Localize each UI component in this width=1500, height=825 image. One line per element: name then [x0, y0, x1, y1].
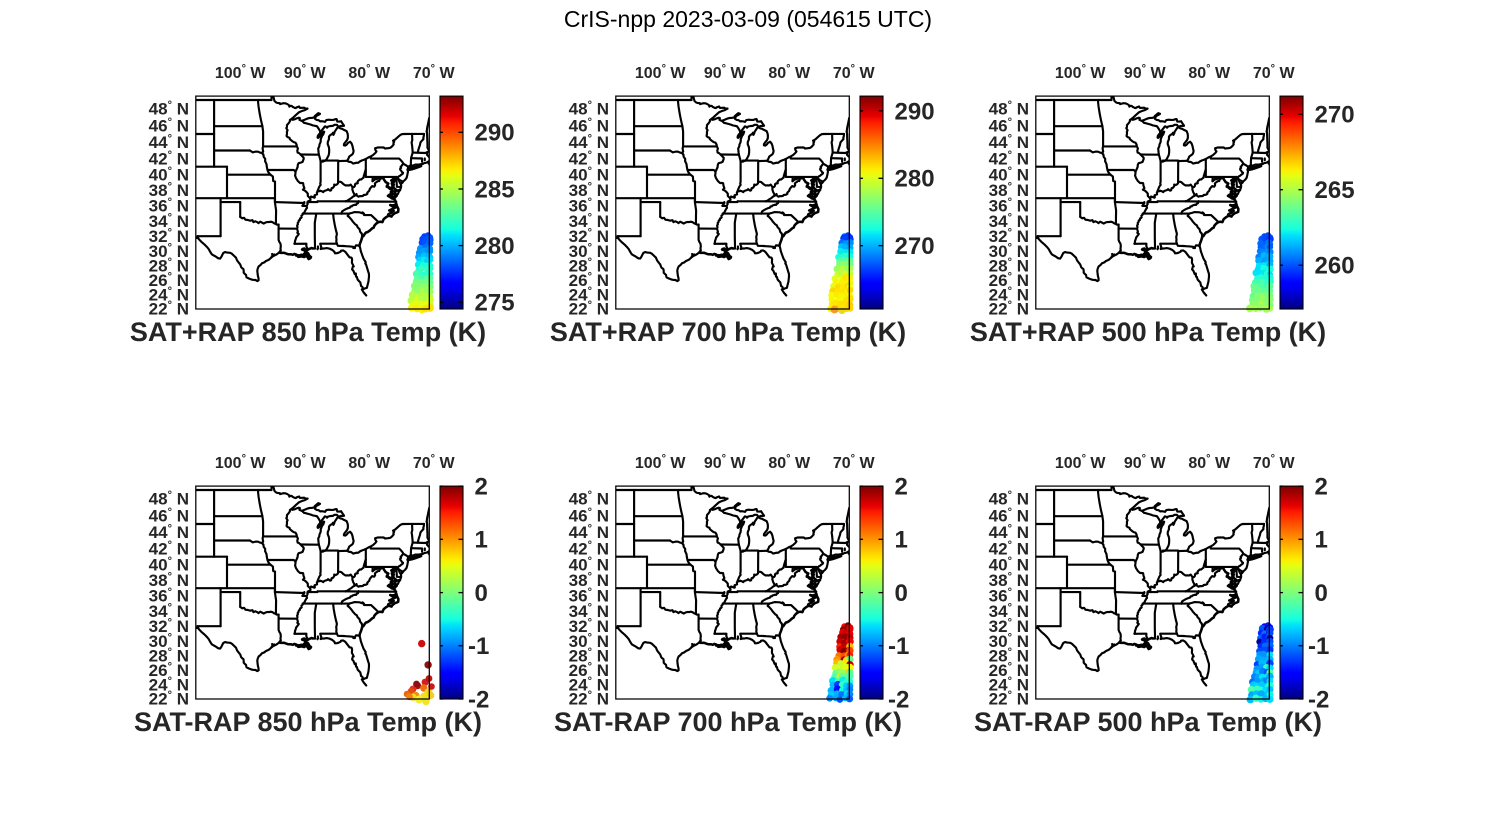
- svg-text:SAT-RAP 700 hPa Temp (K): SAT-RAP 700 hPa Temp (K): [554, 707, 902, 737]
- svg-text:2: 2: [895, 474, 908, 501]
- svg-text:-2: -2: [888, 686, 909, 713]
- svg-text:SAT-RAP 500 hPa Temp (K): SAT-RAP 500 hPa Temp (K): [974, 707, 1322, 737]
- svg-text:0: 0: [895, 580, 908, 607]
- svg-text:SAT+RAP 700 hPa Temp (K): SAT+RAP 700 hPa Temp (K): [550, 317, 906, 347]
- svg-text:SAT-RAP 850 hPa Temp (K): SAT-RAP 850 hPa Temp (K): [134, 707, 482, 737]
- svg-text:285: 285: [475, 176, 515, 203]
- svg-text:CrIS-npp 2023-03-09 (054615 UT: CrIS-npp 2023-03-09 (054615 UTC): [564, 6, 932, 32]
- svg-text:280: 280: [895, 166, 935, 193]
- svg-text:-1: -1: [888, 633, 909, 660]
- svg-text:270: 270: [895, 233, 935, 260]
- svg-text:1: 1: [895, 527, 908, 554]
- svg-text:260: 260: [1315, 253, 1355, 280]
- svg-text:270: 270: [1315, 102, 1355, 129]
- svg-text:0: 0: [1315, 580, 1328, 607]
- svg-text:2: 2: [475, 474, 488, 501]
- svg-text:-1: -1: [468, 633, 489, 660]
- svg-text:275: 275: [475, 290, 515, 317]
- svg-text:280: 280: [475, 233, 515, 260]
- svg-text:265: 265: [1315, 177, 1355, 204]
- svg-text:1: 1: [475, 527, 488, 554]
- svg-text:290: 290: [475, 120, 515, 147]
- svg-text:SAT+RAP 850 hPa Temp (K): SAT+RAP 850 hPa Temp (K): [130, 317, 486, 347]
- svg-text:SAT+RAP 500 hPa Temp (K): SAT+RAP 500 hPa Temp (K): [970, 317, 1326, 347]
- svg-text:-2: -2: [1308, 686, 1329, 713]
- svg-text:2: 2: [1315, 474, 1328, 501]
- svg-text:-2: -2: [468, 686, 489, 713]
- svg-text:-1: -1: [1308, 633, 1329, 660]
- svg-text:1: 1: [1315, 527, 1328, 554]
- svg-text:290: 290: [895, 98, 935, 125]
- svg-text:0: 0: [475, 580, 488, 607]
